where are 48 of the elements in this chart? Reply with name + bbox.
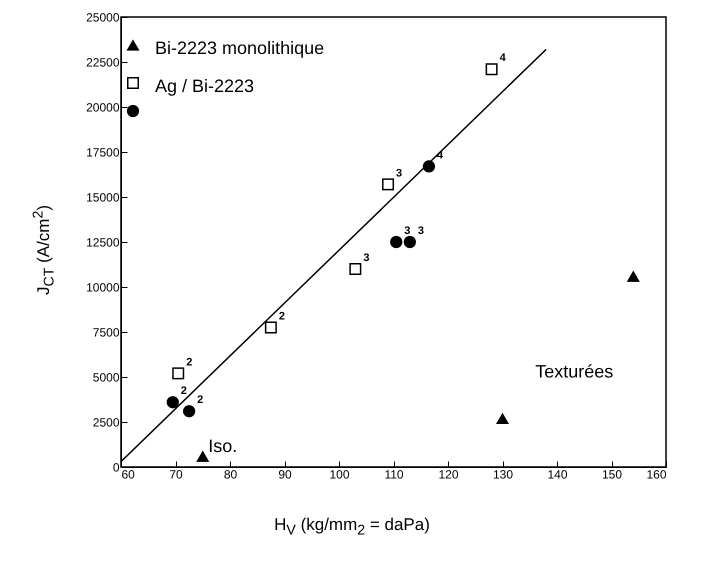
x-tick-label: 110	[384, 468, 404, 482]
annotation: 2	[180, 385, 187, 398]
annotation: 4	[500, 52, 507, 64]
y-tick-label: 7500	[92, 326, 120, 340]
x-tick-label: 130	[492, 468, 514, 482]
annotation: 2	[197, 394, 204, 406]
x-tick-label: 160	[646, 468, 667, 482]
x-tick-label: 120	[438, 468, 459, 482]
legend-label: Ag / Bi-2223	[155, 76, 254, 96]
x-tick-label: 100	[329, 468, 350, 482]
x-tick-label: 60	[122, 468, 136, 482]
point	[496, 412, 510, 424]
point	[183, 405, 196, 418]
y-tick-label: 15000	[86, 190, 120, 204]
point	[382, 178, 394, 190]
legend-label: Bi-2223 monolithique	[155, 38, 324, 58]
y-tick-label: 2500	[92, 416, 120, 430]
x-tick-label: 70	[169, 468, 183, 482]
x-tick-label: 80	[224, 468, 238, 482]
point	[349, 263, 362, 275]
point	[390, 236, 402, 248]
y-tick-label: 25000	[86, 10, 120, 24]
point	[626, 270, 640, 282]
y-tick-label: 5000	[92, 370, 120, 384]
annotation: 3	[363, 252, 370, 264]
point	[166, 396, 179, 408]
y-tick-label: 17500	[86, 146, 120, 160]
x-axis-title: H$_{V}$ (kg/mm$_{2}$ = daPa)	[273, 515, 431, 538]
y-tick-label: 0	[112, 460, 120, 474]
x-tick-label: 150	[602, 468, 622, 482]
y-tick-label: 20000	[86, 100, 120, 114]
annotation: 3	[396, 167, 402, 180]
point	[486, 63, 498, 76]
annotation: 3	[418, 225, 424, 237]
y-tick-label: 22500	[86, 56, 120, 70]
annotation: Texturées	[535, 362, 614, 382]
x-tick-label: 140	[547, 468, 568, 482]
annotation: 2	[186, 356, 192, 368]
point	[172, 367, 184, 380]
point	[264, 322, 277, 334]
annotation: 2	[278, 310, 285, 322]
y-tick-label: 12500	[86, 236, 120, 250]
y-tick-label: 10000	[86, 280, 120, 294]
x-tick-label: 90	[278, 468, 292, 482]
annotation: Iso.	[208, 436, 238, 456]
point	[196, 450, 210, 462]
point	[404, 236, 416, 248]
annotation: 3	[404, 225, 410, 237]
